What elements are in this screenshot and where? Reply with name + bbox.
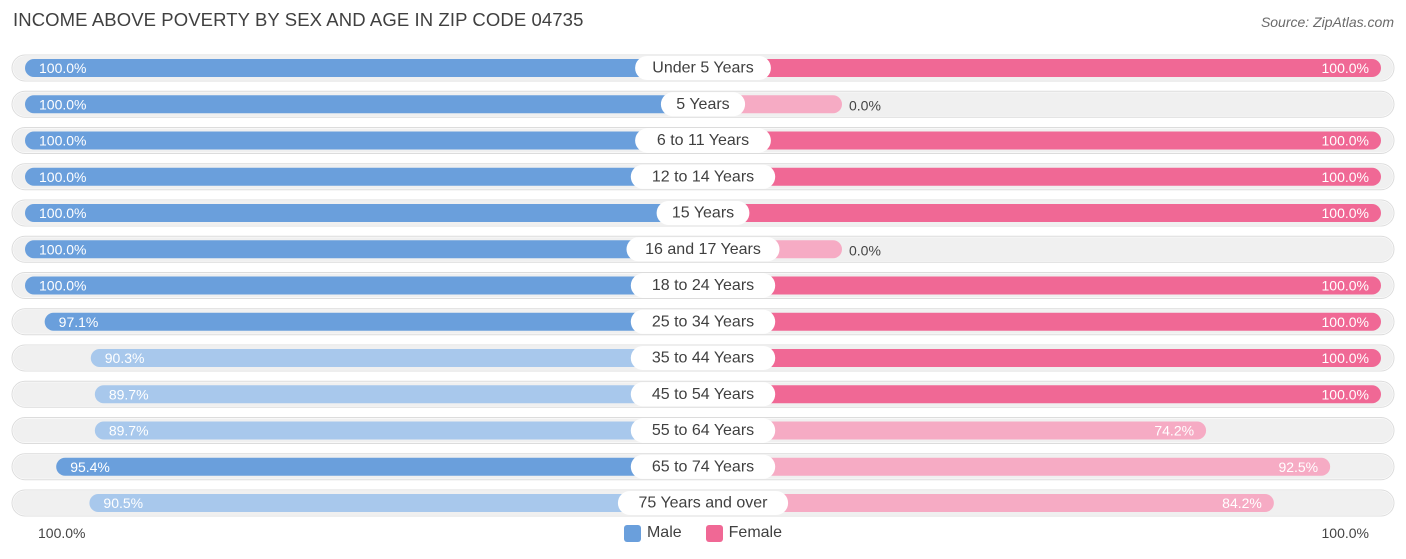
- category-pill: [656, 201, 750, 225]
- male-value-label: 100.0%: [39, 60, 86, 76]
- category-label: 45 to 54 Years: [652, 386, 754, 403]
- male-bar: [25, 131, 703, 150]
- female-value-label: 100.0%: [1322, 133, 1369, 149]
- male-bar: [25, 167, 703, 186]
- female-bar: [703, 349, 1381, 367]
- category-pill: [630, 164, 776, 189]
- male-value-label: 100.0%: [39, 278, 86, 294]
- male-value-label: 100.0%: [39, 133, 86, 149]
- female-bar: [703, 457, 1331, 476]
- male-bar: [25, 276, 703, 295]
- male-value-label: 100.0%: [39, 205, 86, 221]
- female-bar: [703, 276, 1381, 295]
- category-label: 12 to 14 Years: [652, 168, 754, 185]
- axis-right-label: 100.0%: [1321, 525, 1369, 541]
- category-label: 16 and 17 Years: [645, 241, 761, 258]
- legend-label-female: Female: [728, 524, 783, 541]
- category-label: 25 to 34 Years: [652, 313, 754, 330]
- category-pill: [630, 418, 776, 443]
- female-value-label: 74.2%: [1154, 423, 1194, 439]
- female-value-label: 100.0%: [1322, 278, 1369, 294]
- legend-swatch-male: [623, 524, 641, 542]
- male-value-label: 100.0%: [39, 169, 86, 185]
- male-value-label: 90.5%: [103, 495, 143, 511]
- female-bar: [703, 167, 1381, 186]
- category-pill: [630, 273, 776, 298]
- category-label: 5 Years: [676, 96, 729, 113]
- female-bar: [703, 385, 1381, 404]
- male-bar: [25, 204, 703, 222]
- male-value-label: 90.3%: [105, 350, 145, 366]
- category-pill: [630, 309, 776, 334]
- female-bar: [703, 312, 1381, 331]
- category-pill: [635, 56, 771, 80]
- female-bar: [703, 421, 1207, 440]
- male-value-label: 100.0%: [39, 96, 86, 112]
- category-label: 18 to 24 Years: [652, 277, 754, 294]
- male-value-label: 89.7%: [109, 423, 149, 439]
- female-value-label: 100.0%: [1322, 386, 1369, 402]
- male-bar: [25, 240, 703, 259]
- male-value-label: 100.0%: [39, 241, 86, 257]
- male-value-label: 97.1%: [59, 314, 99, 330]
- male-bar: [44, 312, 704, 331]
- female-value-label: 100.0%: [1322, 205, 1369, 221]
- category-pill: [630, 454, 776, 479]
- male-bar: [90, 349, 704, 367]
- category-label: 15 Years: [672, 205, 734, 222]
- category-pill: [626, 237, 780, 262]
- female-value-label: 100.0%: [1322, 350, 1369, 366]
- male-bar: [25, 59, 703, 77]
- female-value-label: 92.5%: [1278, 459, 1318, 475]
- category-label: 6 to 11 Years: [657, 132, 749, 149]
- female-value-label: 84.2%: [1222, 495, 1262, 511]
- category-label: Under 5 Years: [652, 60, 753, 77]
- male-value-label: 95.4%: [70, 459, 110, 475]
- female-value-label: 100.0%: [1322, 169, 1369, 185]
- category-pill: [630, 382, 776, 407]
- male-bar: [89, 494, 703, 512]
- legend-item-male[interactable]: Male: [623, 524, 682, 542]
- legend: Male Female: [0, 524, 1406, 542]
- category-pill: [630, 346, 776, 370]
- axis-left-label: 100.0%: [38, 525, 86, 541]
- male-bar: [94, 421, 704, 440]
- female-value-label: 100.0%: [1322, 314, 1369, 330]
- male-bar: [25, 95, 703, 114]
- category-pill: [617, 491, 789, 515]
- female-bar: [703, 131, 1381, 150]
- chart-title: INCOME ABOVE POVERTY BY SEX AND AGE IN Z…: [13, 9, 584, 30]
- female-bar: [703, 494, 1274, 512]
- category-pill: [635, 128, 771, 153]
- category-pill: [660, 92, 746, 117]
- category-label: 35 to 44 Years: [652, 350, 754, 367]
- category-label: 65 to 74 Years: [652, 458, 754, 475]
- female-value-label: 0.0%: [849, 97, 881, 113]
- category-label: 55 to 64 Years: [652, 422, 754, 439]
- chart-plot: 100.0% 100.0% Under 5 Years 100.0% 0.0% 5 Yea…: [11, 54, 1395, 517]
- female-bar: [703, 204, 1381, 222]
- female-bar: [703, 59, 1381, 77]
- female-value-label: 0.0%: [849, 242, 881, 258]
- legend-swatch-female: [705, 524, 723, 542]
- legend-label-male: Male: [646, 524, 682, 541]
- female-value-label: 100.0%: [1322, 60, 1369, 76]
- male-bar: [94, 385, 704, 404]
- legend-item-female[interactable]: Female: [705, 524, 783, 542]
- male-value-label: 89.7%: [109, 386, 149, 402]
- source-label: Source: ZipAtlas.com: [1260, 14, 1394, 30]
- male-bar: [56, 457, 704, 476]
- category-label: 75 Years and over: [639, 495, 769, 512]
